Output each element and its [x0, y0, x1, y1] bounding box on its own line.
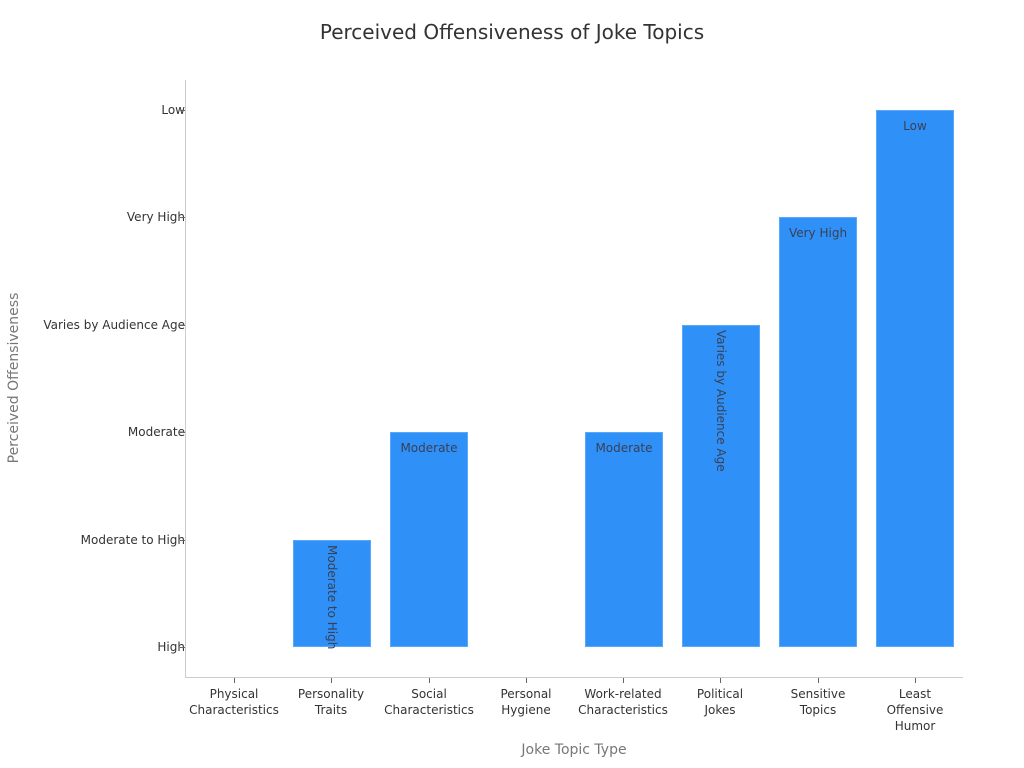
x-tick-label: Sensitive Topics — [790, 687, 846, 717]
bar-sensitive-topics: Very High — [779, 217, 857, 647]
x-tick-mark — [818, 678, 819, 683]
bar-value-label: Low — [903, 119, 927, 133]
y-tick-mark — [180, 110, 185, 111]
x-tick-mark — [720, 678, 721, 683]
y-axis-line — [185, 80, 186, 678]
y-tick-mark — [180, 540, 185, 541]
x-tick-label: Least Offensive Humor — [886, 687, 944, 733]
bar-value-label: Moderate to High — [325, 545, 339, 650]
y-tick-label: Varies by Audience Age — [43, 318, 185, 332]
x-tick-label: Political Jokes — [696, 687, 744, 717]
bar-least-offensive-humor: Low — [876, 110, 954, 647]
bar-value-label: Very High — [788, 226, 848, 240]
bar-political-jokes: Varies by Audience Age — [682, 325, 760, 647]
y-tick-label: Very High — [126, 210, 185, 224]
bar-value-label: Moderate — [400, 441, 458, 455]
y-tick-mark — [180, 647, 185, 648]
y-tick-label: Moderate to High — [80, 533, 185, 547]
y-tick-mark — [180, 217, 185, 218]
y-tick-label: Low — [161, 103, 185, 117]
bar-work-related-characteristics: Moderate — [585, 432, 663, 647]
x-tick-mark — [331, 678, 332, 683]
x-tick-label: Personal Hygiene — [500, 687, 552, 717]
bar-social-characteristics: Moderate — [390, 432, 468, 647]
bar-value-label: Moderate — [595, 441, 653, 455]
x-tick-label: Personality Traits — [297, 687, 365, 717]
x-axis-line — [185, 677, 963, 678]
x-tick-mark — [234, 678, 235, 683]
y-tick-label: Moderate — [127, 425, 185, 439]
bar-value-label: Varies by Audience Age — [714, 330, 728, 472]
x-tick-label: Physical Characteristics — [189, 687, 279, 717]
chart-title: Perceived Offensiveness of Joke Topics — [319, 20, 705, 44]
y-axis-label: Perceived Offensiveness — [6, 292, 22, 464]
x-tick-label: Work-related Characteristics — [578, 687, 668, 717]
x-tick-label: Social Characteristics — [384, 687, 474, 717]
y-tick-label: High — [157, 640, 185, 654]
x-tick-mark — [526, 678, 527, 683]
bar-personality-traits: Moderate to High — [293, 540, 371, 650]
x-tick-mark — [915, 678, 916, 683]
x-tick-mark — [429, 678, 430, 683]
x-axis-label: Joke Topic Type — [521, 742, 627, 758]
x-tick-mark — [623, 678, 624, 683]
y-tick-mark — [180, 432, 185, 433]
y-tick-mark — [180, 325, 185, 326]
